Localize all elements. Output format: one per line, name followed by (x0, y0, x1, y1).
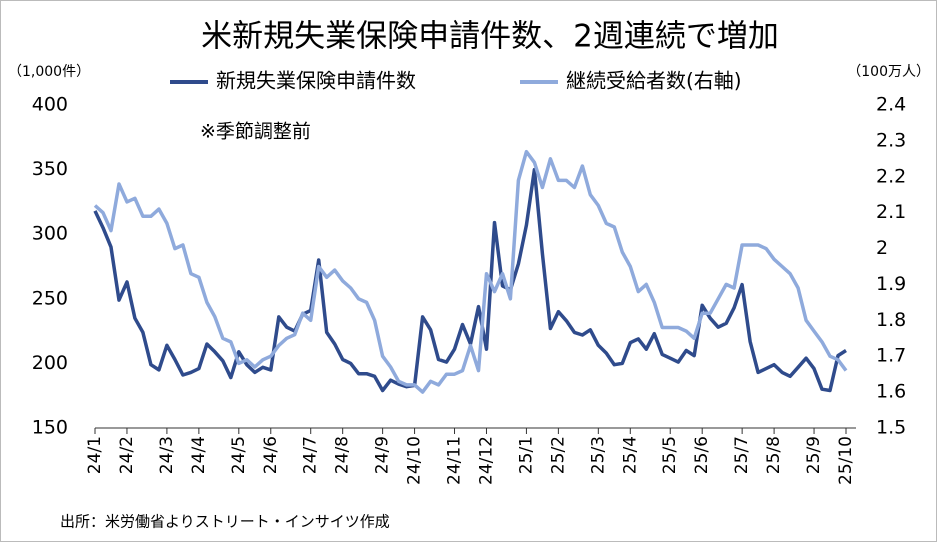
y-tick-label: 200 (32, 352, 68, 374)
y2-tick-label: 2.4 (876, 94, 906, 116)
chart-title: 米新規失業保険申請件数、2週連続で増加 (201, 19, 779, 55)
y2-axis-label: （100万人） (847, 64, 930, 80)
y2-tick-label: 1.6 (876, 381, 906, 403)
x-tick-label: 24/3 (157, 436, 177, 474)
y-tick-label: 150 (32, 417, 68, 439)
x-tick-label: 25/10 (836, 436, 856, 485)
x-tick-label: 25/1 (516, 436, 536, 474)
y2-tick-label: 1.7 (876, 345, 906, 367)
x-tick-label: 25/7 (732, 436, 752, 474)
y2-tick-label: 2.3 (876, 129, 906, 151)
legend-label: 継続受給者数(右軸) (566, 69, 742, 93)
y2-tick-label: 2.1 (876, 201, 906, 223)
x-tick-label: 24/12 (476, 436, 496, 485)
x-tick-label: 24/6 (261, 436, 281, 474)
y-axis-label: （1,000件） (8, 64, 90, 80)
x-tick-label: 24/2 (117, 436, 137, 474)
x-tick-label: 24/1 (85, 436, 105, 474)
y-tick-label: 400 (32, 94, 68, 116)
x-tick-label: 25/4 (620, 436, 640, 474)
x-tick-label: 25/6 (692, 436, 712, 474)
y-tick-label: 300 (32, 223, 68, 245)
x-tick-label: 25/2 (548, 436, 568, 474)
y2-tick-label: 1.5 (876, 417, 906, 439)
x-tick-label: 24/10 (405, 436, 425, 485)
y-tick-label: 350 (32, 158, 68, 180)
x-tick-label: 24/9 (373, 436, 393, 474)
annotation: ※季節調整前 (200, 121, 311, 143)
x-tick-label: 25/8 (764, 436, 784, 474)
y2-tick-label: 2 (876, 237, 888, 259)
x-tick-label: 24/7 (301, 436, 321, 474)
x-tick-label: 24/5 (229, 436, 249, 474)
y2-tick-label: 1.8 (876, 309, 906, 331)
x-tick-label: 25/3 (588, 436, 608, 474)
y2-tick-label: 2.2 (876, 165, 906, 187)
series-line (93, 149, 848, 394)
source: 出所：米労働省よりストリート・インサイツ作成 (60, 513, 390, 531)
y-tick-label: 250 (32, 287, 68, 309)
y2-tick-label: 1.9 (876, 273, 906, 295)
x-tick-label: 25/9 (804, 436, 824, 474)
x-tick-label: 25/5 (660, 436, 680, 474)
x-tick-label: 24/8 (333, 436, 353, 474)
x-tick-label: 24/4 (189, 436, 209, 474)
legend-label: 新規失業保険申請件数 (216, 69, 416, 93)
x-tick-label: 24/11 (445, 436, 465, 485)
